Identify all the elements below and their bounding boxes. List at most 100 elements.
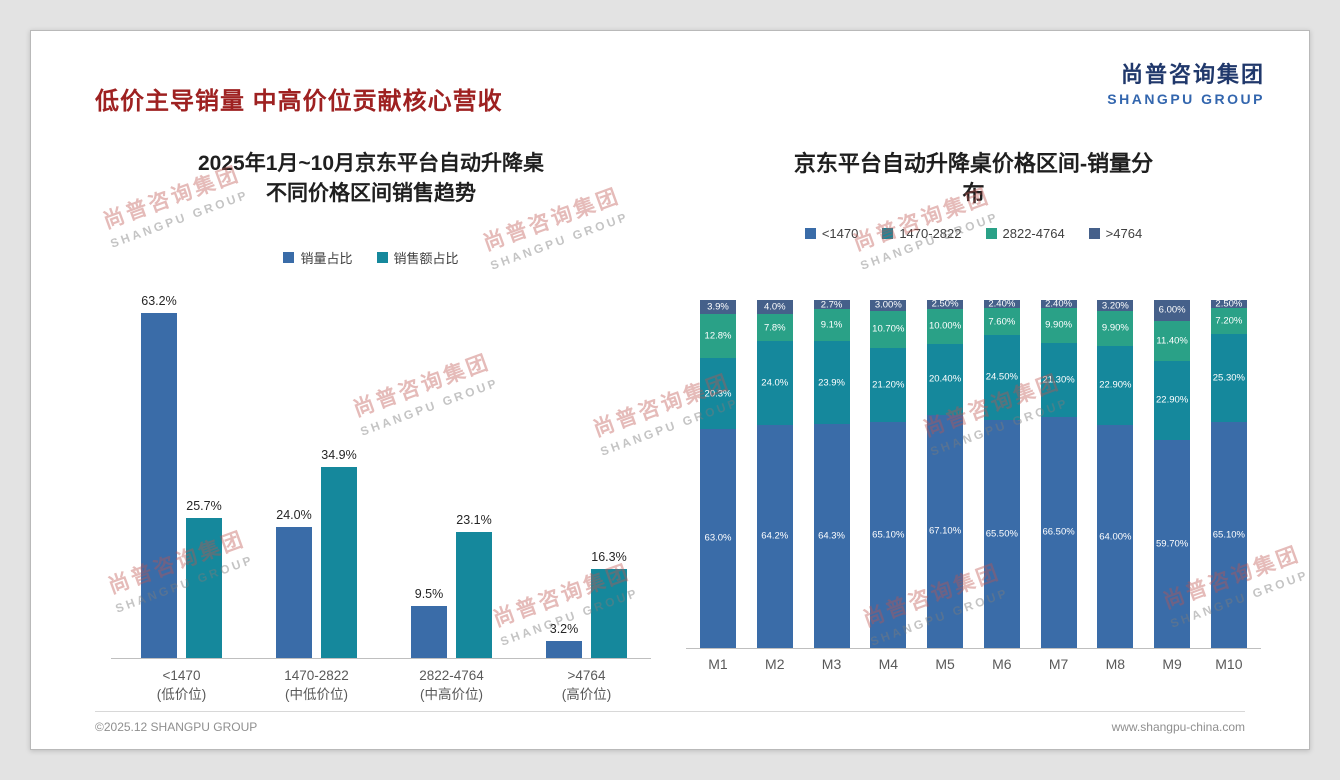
company-logo: 尚普咨询集团 SHANGPU GROUP bbox=[1107, 57, 1265, 107]
segment-value-label: 3.20% bbox=[1101, 300, 1129, 312]
stack-segment: 20.3% bbox=[700, 358, 736, 429]
stacked-bar: 3.00% 10.70% 21.20% 65.10% M4 bbox=[870, 300, 907, 672]
stack-segment: 66.50% bbox=[1040, 416, 1077, 648]
logo-english-text: SHANGPU GROUP bbox=[1107, 91, 1265, 107]
segment-value-label: 64.00% bbox=[1099, 531, 1132, 543]
right-chart-legend: <1470 1470-2822 2822-4764 >4764 bbox=[686, 226, 1261, 241]
bar-value-label: 3.2% bbox=[549, 621, 579, 636]
stack-segment: 4.0% bbox=[756, 300, 793, 315]
segment-value-label: 66.50% bbox=[1042, 526, 1075, 538]
stack-segment: 3.00% bbox=[870, 300, 907, 311]
stack-segment: 65.10% bbox=[870, 421, 907, 648]
stacked-bar: 2.40% 7.60% 24.50% 65.50% M6 bbox=[983, 298, 1020, 672]
month-label: M9 bbox=[1162, 656, 1182, 672]
segment-value-label: 64.3% bbox=[818, 530, 845, 542]
footer-copyright: ©2025.12 SHANGPU GROUP bbox=[95, 720, 258, 734]
stack-segment: 10.00% bbox=[927, 308, 964, 344]
stacked-bar: 3.9% 12.8% 20.3% 63.0% M1 bbox=[700, 300, 736, 672]
bar: 16.3% bbox=[591, 550, 627, 658]
segment-value-label: 65.50% bbox=[985, 528, 1018, 540]
stack-segment: 23.9% bbox=[813, 341, 850, 425]
legend-swatch bbox=[804, 228, 816, 239]
legend-label: 1470-2822 bbox=[899, 226, 962, 241]
bar-value-label: 63.2% bbox=[141, 293, 177, 308]
category-subname: (中低价位) bbox=[285, 687, 348, 702]
category-name: >4764 bbox=[567, 668, 606, 683]
segment-value-label: 10.00% bbox=[928, 320, 962, 332]
segment-value-label: 22.90% bbox=[1156, 394, 1189, 406]
month-label: M6 bbox=[992, 656, 1012, 672]
bar: 3.2% bbox=[546, 622, 582, 658]
segment-value-label: 24.50% bbox=[985, 371, 1018, 383]
bar-group: 9.5% 23.1% 2822-4764 (中高价位) bbox=[411, 513, 492, 702]
segment-value-label: 20.40% bbox=[928, 373, 962, 385]
legend-item: 2822-4764 bbox=[985, 226, 1065, 241]
stack-segment: 3.20% bbox=[1097, 300, 1134, 312]
segment-value-label: 4.0% bbox=[763, 301, 786, 313]
segment-value-label: 7.20% bbox=[1215, 315, 1243, 327]
segment-value-label: 25.30% bbox=[1212, 372, 1246, 383]
left-chart-title-line2: 不同价格区间销售趋势 bbox=[266, 182, 476, 205]
stack-segment: 7.60% bbox=[983, 308, 1020, 335]
stack-segment: 10.70% bbox=[870, 310, 907, 348]
left-chart-plot: 63.2% 25.7% <1470 (低价位) 24.0% 34.9% 1470-2822 (… bbox=[111, 289, 651, 702]
segment-value-label: 9.1% bbox=[820, 319, 843, 331]
segment-value-label: 12.8% bbox=[704, 330, 732, 342]
legend-item: 销售额占比 bbox=[376, 248, 459, 267]
stack-segment: 7.20% bbox=[1210, 308, 1247, 334]
stacked-bar: 2.7% 9.1% 23.9% 64.3% M3 bbox=[813, 299, 850, 672]
stacked-bar: 2.50% 7.20% 25.30% 65.10% M10 bbox=[1210, 299, 1247, 672]
bar-value-label: 9.5% bbox=[414, 587, 444, 602]
segment-value-label: 2.7% bbox=[820, 299, 843, 311]
category-name: <1470 bbox=[162, 668, 201, 683]
bar-group: 24.0% 34.9% 1470-2822 (中低价位) bbox=[276, 448, 357, 702]
segment-value-label: 9.90% bbox=[1101, 322, 1129, 334]
segment-value-label: 63.0% bbox=[704, 532, 732, 544]
legend-swatch bbox=[1088, 228, 1100, 239]
right-chart-title-line1: 京东平台自动升降桌价格区间-销量分 bbox=[793, 151, 1154, 176]
category-subname: (低价位) bbox=[156, 687, 207, 702]
segment-value-label: 65.10% bbox=[872, 529, 905, 541]
stack-segment: 24.50% bbox=[983, 334, 1020, 421]
stack-segment: 63.0% bbox=[700, 428, 736, 648]
slide-content: 低价主导销量 中高价位贡献核心营收 尚普咨询集团 SHANGPU GROUP 2… bbox=[31, 31, 1309, 749]
x-axis-label: 2822-4764 (中高价位) bbox=[419, 666, 484, 704]
segment-value-label: 2.40% bbox=[988, 298, 1016, 310]
legend-swatch bbox=[376, 252, 388, 263]
segment-value-label: 59.70% bbox=[1156, 538, 1189, 550]
right-chart-plot: 3.9% 12.8% 20.3% 63.0% M1 4.0% 7.8% 24.0% 64.2% M… bbox=[686, 298, 1261, 672]
segment-value-label: 2.50% bbox=[931, 298, 959, 310]
stack-segment: 9.90% bbox=[1097, 311, 1134, 346]
left-chart: 2025年1月~10月京东平台自动升降桌 不同价格区间销售趋势 销量占比 销售额占… bbox=[81, 139, 661, 702]
month-label: M10 bbox=[1215, 656, 1243, 672]
bar: 34.9% bbox=[321, 448, 357, 658]
stacked-bar: 3.20% 9.90% 22.90% 64.00% M8 bbox=[1097, 300, 1134, 672]
segment-value-label: 65.10% bbox=[1212, 529, 1246, 541]
legend-item: <1470 bbox=[804, 226, 859, 241]
legend-label: <1470 bbox=[821, 226, 859, 241]
stack-segment: 64.2% bbox=[756, 424, 793, 648]
stack-segment: 9.1% bbox=[813, 309, 850, 342]
segment-value-label: 3.9% bbox=[707, 301, 729, 313]
month-label: M7 bbox=[1048, 656, 1069, 672]
stack-segment: 12.8% bbox=[700, 313, 736, 359]
page-title: 低价主导销量 中高价位贡献核心营收 bbox=[95, 88, 503, 115]
month-label: M8 bbox=[1105, 656, 1126, 672]
stack-segment: 25.30% bbox=[1210, 333, 1247, 422]
stack-segment: 11.40% bbox=[1154, 320, 1191, 361]
bar-value-label: 16.3% bbox=[591, 550, 627, 564]
x-axis-label: <1470 (低价位) bbox=[157, 666, 207, 704]
segment-value-label: 21.20% bbox=[872, 379, 905, 391]
bar-value-label: 23.1% bbox=[456, 512, 492, 527]
x-axis-label: 1470-2822 (中低价位) bbox=[284, 666, 349, 704]
stack-segment: 9.90% bbox=[1040, 308, 1077, 343]
bar-group: 63.2% 25.7% <1470 (低价位) bbox=[141, 294, 222, 702]
bar: 25.7% bbox=[186, 499, 222, 658]
bar-value-label: 24.0% bbox=[276, 508, 312, 522]
legend-label: 2822-4764 bbox=[1002, 226, 1065, 241]
category-name: 1470-2822 bbox=[284, 668, 349, 683]
category-name: 2822-4764 bbox=[419, 668, 484, 683]
segment-value-label: 64.2% bbox=[761, 530, 789, 542]
left-chart-legend: 销量占比 销售额占比 bbox=[81, 248, 661, 267]
legend-swatch bbox=[882, 228, 894, 239]
